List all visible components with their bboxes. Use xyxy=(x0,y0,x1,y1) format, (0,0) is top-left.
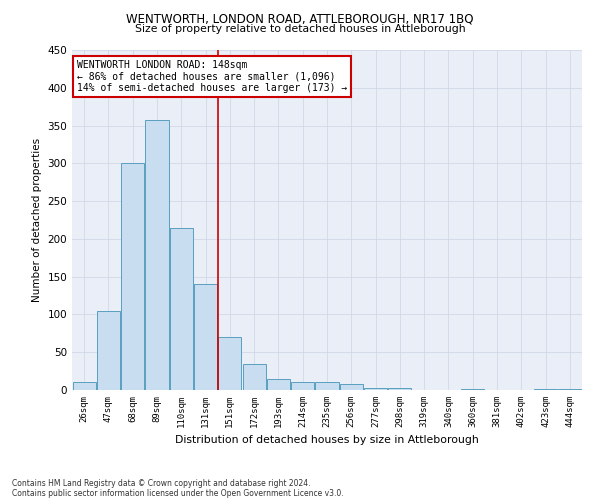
Bar xyxy=(559,389,581,390)
Text: Contains HM Land Registry data © Crown copyright and database right 2024.: Contains HM Land Registry data © Crown c… xyxy=(12,478,311,488)
Text: WENTWORTH LONDON ROAD: 148sqm
← 86% of detached houses are smaller (1,096)
14% o: WENTWORTH LONDON ROAD: 148sqm ← 86% of d… xyxy=(77,60,347,94)
Bar xyxy=(388,388,412,390)
Bar xyxy=(316,382,338,390)
Bar xyxy=(340,384,363,390)
Text: Size of property relative to detached houses in Attleborough: Size of property relative to detached ho… xyxy=(134,24,466,34)
Bar xyxy=(121,164,144,390)
Bar xyxy=(242,364,266,390)
Bar xyxy=(145,120,169,390)
Bar xyxy=(97,310,120,390)
Bar xyxy=(73,382,95,390)
Bar xyxy=(364,388,387,390)
Y-axis label: Number of detached properties: Number of detached properties xyxy=(32,138,42,302)
Bar xyxy=(170,228,193,390)
Bar xyxy=(194,284,217,390)
Text: Contains public sector information licensed under the Open Government Licence v3: Contains public sector information licen… xyxy=(12,488,344,498)
Bar xyxy=(267,378,290,390)
Bar xyxy=(218,337,241,390)
Bar xyxy=(461,389,484,390)
Bar xyxy=(291,382,314,390)
X-axis label: Distribution of detached houses by size in Attleborough: Distribution of detached houses by size … xyxy=(175,436,479,446)
Bar xyxy=(534,389,557,390)
Text: WENTWORTH, LONDON ROAD, ATTLEBOROUGH, NR17 1BQ: WENTWORTH, LONDON ROAD, ATTLEBOROUGH, NR… xyxy=(126,12,474,26)
